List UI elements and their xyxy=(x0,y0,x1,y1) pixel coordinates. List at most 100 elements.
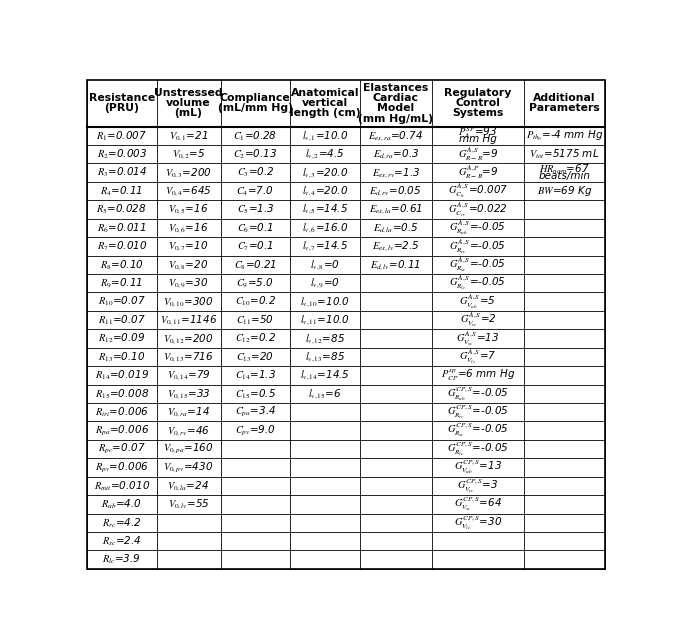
Text: Systems: Systems xyxy=(452,108,504,118)
Text: Model: Model xyxy=(377,103,414,113)
Text: $G_{R_{lc}}^{CP,S}$=-0.05: $G_{R_{lc}}^{CP,S}$=-0.05 xyxy=(447,440,509,458)
Text: Elastances: Elastances xyxy=(363,83,429,92)
Text: $C_1$=0.28: $C_1$=0.28 xyxy=(234,129,277,143)
Text: $l_{v,2}$=4.5: $l_{v,2}$=4.5 xyxy=(305,147,345,161)
Text: $V_{0,3}$=200: $V_{0,3}$=200 xyxy=(165,166,212,180)
Text: $V_{0,ra}$=14: $V_{0,ra}$=14 xyxy=(167,405,210,419)
Text: $C_8$=0.21: $C_8$=0.21 xyxy=(234,258,277,272)
Text: $V_{0,rv}$=46: $V_{0,rv}$=46 xyxy=(167,424,210,438)
Text: $C_6$=0.1: $C_6$=0.1 xyxy=(237,221,273,235)
Text: $R_{rc}$=4.2: $R_{rc}$=4.2 xyxy=(102,516,142,530)
Text: $C_7$=0.1: $C_7$=0.1 xyxy=(237,239,273,253)
Text: $l_{v,7}$=14.5: $l_{v,7}$=14.5 xyxy=(302,239,348,254)
Text: $C_{pa}$=3.4: $C_{pa}$=3.4 xyxy=(235,405,276,419)
Text: $C_{13}$=20: $C_{13}$=20 xyxy=(236,351,274,364)
Text: $V_{0,13}$=716: $V_{0,13}$=716 xyxy=(163,350,214,364)
Text: Anatomical: Anatomical xyxy=(291,88,359,98)
Text: $HR_{nom}$=67: $HR_{nom}$=67 xyxy=(539,163,590,177)
Text: $l_{v,15}$=6: $l_{v,15}$=6 xyxy=(308,387,342,401)
Text: $R_3$=0.014: $R_3$=0.014 xyxy=(97,166,147,179)
Text: $E_{es,la}$=0.61: $E_{es,la}$=0.61 xyxy=(369,203,423,216)
Text: $G_{R_{ub}}^{A,S}$=-0.05: $G_{R_{ub}}^{A,S}$=-0.05 xyxy=(450,219,506,237)
Text: $R_{15}$=0.008: $R_{15}$=0.008 xyxy=(95,387,149,401)
Text: $V_{0,8}$=20: $V_{0,8}$=20 xyxy=(168,258,209,272)
Text: $R_{lc}$=3.9: $R_{lc}$=3.9 xyxy=(103,553,141,566)
Text: $E_{d,ra}$=0.3: $E_{d,ra}$=0.3 xyxy=(373,147,419,161)
Text: $C_4$=7.0: $C_4$=7.0 xyxy=(236,184,274,198)
Text: $l_{v,6}$=16.0: $l_{v,6}$=16.0 xyxy=(302,221,348,235)
Text: $G_{V_{sc}}^{CP,S}$=64: $G_{V_{sc}}^{CP,S}$=64 xyxy=(454,496,502,513)
Text: $R_{12}$=0.09: $R_{12}$=0.09 xyxy=(98,332,145,345)
Text: $R_6$=0.011: $R_6$=0.011 xyxy=(97,221,146,235)
Text: $G_{C_{lv}}^{A,S}$=0.007: $G_{C_{lv}}^{A,S}$=0.007 xyxy=(448,182,508,200)
Text: $G_{V_{sc}}^{A,S}$=13: $G_{V_{sc}}^{A,S}$=13 xyxy=(456,329,500,348)
Text: $l_{v,3}$=20.0: $l_{v,3}$=20.0 xyxy=(302,166,348,180)
Text: $V_{0,pv}$=430: $V_{0,pv}$=430 xyxy=(163,460,214,474)
Text: $V_{0,2}$=5: $V_{0,2}$=5 xyxy=(171,147,205,161)
Text: $G_{R_{rc}}^{CP,S}$=-0.05: $G_{R_{rc}}^{CP,S}$=-0.05 xyxy=(447,403,509,421)
Text: $R_{pv}$=0.006: $R_{pv}$=0.006 xyxy=(95,460,148,474)
Text: $R_{14}$=0.019: $R_{14}$=0.019 xyxy=(95,369,148,382)
Text: $C_9$=5.0: $C_9$=5.0 xyxy=(236,277,274,290)
Text: Control: Control xyxy=(456,98,500,108)
Text: $R_{13}$=0.10: $R_{13}$=0.10 xyxy=(98,351,146,364)
Text: $R_8$=0.10: $R_8$=0.10 xyxy=(100,258,144,272)
Text: $V_{0,12}$=200: $V_{0,12}$=200 xyxy=(163,331,214,345)
Text: $V_{0,14}$=79: $V_{0,14}$=79 xyxy=(167,369,211,383)
Text: beats/min: beats/min xyxy=(539,171,591,180)
Text: $G_{R-R}^{A,S}$=9: $G_{R-R}^{A,S}$=9 xyxy=(458,146,498,163)
Text: $V_{0,lv}$=55: $V_{0,lv}$=55 xyxy=(167,498,209,512)
Text: $R_4$=0.11: $R_4$=0.11 xyxy=(101,184,143,198)
Text: $P_A^{SP}$=93: $P_A^{SP}$=93 xyxy=(458,125,497,141)
Text: $V_{0,9}$=30: $V_{0,9}$=30 xyxy=(168,276,209,290)
Text: $l_{v,4}$=20.0: $l_{v,4}$=20.0 xyxy=(302,184,348,198)
Text: $R_2$=0.003: $R_2$=0.003 xyxy=(97,148,147,161)
Text: $R_1$=0.007: $R_1$=0.007 xyxy=(97,129,147,143)
Text: (mL): (mL) xyxy=(175,108,202,118)
Text: $G_{R-R}^{A,P}$=9: $G_{R-R}^{A,P}$=9 xyxy=(458,164,498,181)
Text: $l_{v,11}$=10.0: $l_{v,11}$=10.0 xyxy=(300,313,350,327)
Text: length (cm): length (cm) xyxy=(290,108,360,118)
Text: $l_{v,5}$=14.5: $l_{v,5}$=14.5 xyxy=(302,203,348,216)
Text: Resistance: Resistance xyxy=(88,93,155,103)
Text: $E_{d,lv}$=0.11: $E_{d,lv}$=0.11 xyxy=(371,258,421,272)
Text: $R_{pc}$=0.07: $R_{pc}$=0.07 xyxy=(98,442,146,456)
Text: (PRU): (PRU) xyxy=(105,103,139,113)
Text: $V_{tot}$=5175 mL: $V_{tot}$=5175 mL xyxy=(529,148,599,161)
Text: $R_9$=0.11: $R_9$=0.11 xyxy=(101,277,143,290)
Text: $l_{v,13}$=85: $l_{v,13}$=85 xyxy=(305,350,345,364)
Text: $C_{14}$=1.3: $C_{14}$=1.3 xyxy=(235,369,276,382)
Text: $C_{10}$=0.2: $C_{10}$=0.2 xyxy=(235,295,276,308)
Text: $C_5$=1.3: $C_5$=1.3 xyxy=(236,203,274,216)
Text: $V_{0,10}$=300: $V_{0,10}$=300 xyxy=(163,295,214,309)
Text: $R_7$=0.010: $R_7$=0.010 xyxy=(97,239,147,253)
Text: Regulatory: Regulatory xyxy=(444,88,512,98)
Text: $E_{d,la}$=0.5: $E_{d,la}$=0.5 xyxy=(373,221,418,235)
Text: $V_{0,1}$=21: $V_{0,1}$=21 xyxy=(169,129,208,143)
Text: $V_{0,11}$=1146: $V_{0,11}$=1146 xyxy=(160,313,217,327)
Text: $R_{tri}$=0.006: $R_{tri}$=0.006 xyxy=(95,406,148,419)
Text: $G_{V_{rc}}^{A,S}$=2: $G_{V_{rc}}^{A,S}$=2 xyxy=(460,311,496,329)
Text: $l_{v,1}$=10.0: $l_{v,1}$=10.0 xyxy=(302,129,348,143)
Text: $G_{V_{lc}}^{A,S}$=7: $G_{V_{lc}}^{A,S}$=7 xyxy=(459,348,497,366)
Text: $G_{R_{sc}}^{A,S}$=-0.05: $G_{R_{sc}}^{A,S}$=-0.05 xyxy=(450,256,506,274)
Text: Unstressed: Unstressed xyxy=(154,88,223,98)
Text: $P_{CP}^{sp}$=6 mm Hg: $P_{CP}^{sp}$=6 mm Hg xyxy=(441,368,515,383)
Text: Additional: Additional xyxy=(533,93,595,103)
Text: Compliance: Compliance xyxy=(220,93,291,103)
Text: $C_{11}$=50: $C_{11}$=50 xyxy=(236,313,274,327)
Text: $R_{pa}$=0.006: $R_{pa}$=0.006 xyxy=(95,424,149,438)
Text: $V_{0,5}$=16: $V_{0,5}$=16 xyxy=(168,203,209,216)
Text: $R_{ub}$=4.0: $R_{ub}$=4.0 xyxy=(101,498,142,511)
Text: $E_{es,rv}$=1.3: $E_{es,rv}$=1.3 xyxy=(371,166,420,180)
Text: $G_{V_{ub}}^{A,S}$=5: $G_{V_{ub}}^{A,S}$=5 xyxy=(460,293,496,311)
Text: $G_{R_{lc}}^{A,S}$=-0.05: $G_{R_{lc}}^{A,S}$=-0.05 xyxy=(450,274,506,292)
Text: $l_{v,12}$=85: $l_{v,12}$=85 xyxy=(305,331,345,345)
Text: $G_{R_{sc}}^{CP,S}$=-0.05: $G_{R_{sc}}^{CP,S}$=-0.05 xyxy=(447,422,509,440)
Text: $G_{C_{rv}}^{A,S}$=0.022: $G_{C_{rv}}^{A,S}$=0.022 xyxy=(448,200,508,219)
Text: $V_{0,4}$=645: $V_{0,4}$=645 xyxy=(165,184,212,198)
Text: $R_{10}$=0.07: $R_{10}$=0.07 xyxy=(98,295,146,308)
Text: $C_{pv}$=9.0: $C_{pv}$=9.0 xyxy=(235,424,276,438)
Text: $V_{0,7}$=10: $V_{0,7}$=10 xyxy=(168,239,209,254)
Text: $R_5$=0.028: $R_5$=0.028 xyxy=(97,203,147,216)
